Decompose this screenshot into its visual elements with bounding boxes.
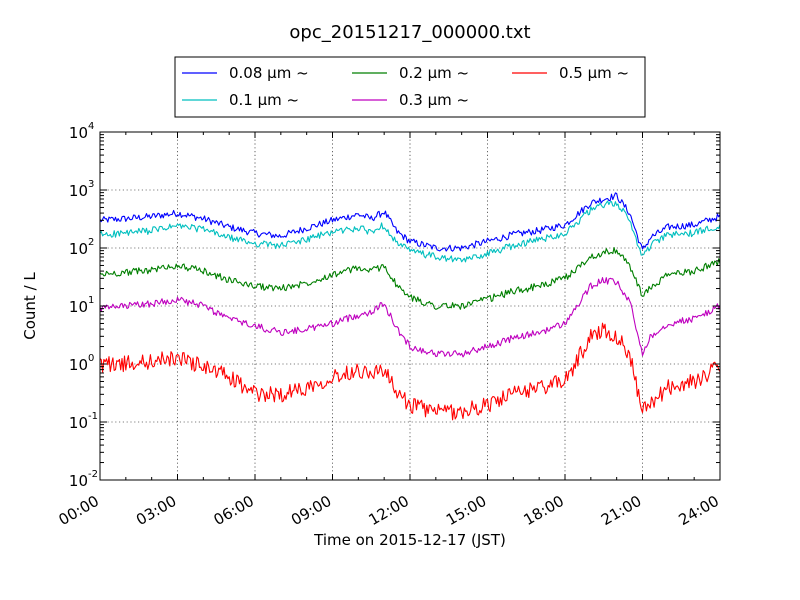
x-tick-label: 18:00 — [521, 492, 567, 529]
x-tick-label: 03:00 — [133, 492, 179, 529]
y-tick-label: 10 1 — [69, 295, 94, 316]
y-tick-base: 10 — [69, 124, 88, 142]
series-line-1 — [99, 200, 721, 263]
y-tick-label: 10 0 — [69, 353, 94, 374]
legend: 0.08 μm ~ 0.1 μm ~ 0.2 μm ~ 0.3 μm ~ 0.5 μm … — [174, 56, 646, 118]
y-tick-label: 10 2 — [69, 237, 94, 258]
y-tick-label: 10 -1 — [69, 411, 98, 432]
legend-entry: 0.1 μm ~ — [182, 91, 299, 109]
x-tick-label: 00:00 — [56, 492, 102, 529]
y-tick-base: 10 — [69, 356, 88, 374]
y-tick-label: 10 -2 — [69, 469, 98, 490]
x-tick-label: 06:00 — [211, 492, 257, 529]
x-tick-label: 21:00 — [598, 492, 644, 529]
y-tick-base: 10 — [69, 240, 88, 258]
series-line-3 — [99, 277, 721, 358]
y-tick-exponent: 0 — [88, 353, 94, 364]
y-tick-label: 10 3 — [69, 179, 94, 200]
series-line-2 — [99, 247, 721, 310]
legend-label: 0.3 μm ~ — [399, 91, 469, 109]
y-tick-exponent: 3 — [88, 179, 94, 190]
x-axis-label: Time on 2015-12-17 (JST) — [313, 531, 506, 549]
x-tick-label: 09:00 — [288, 492, 334, 529]
series-group — [99, 192, 721, 421]
y-tick-base: 10 — [69, 472, 88, 490]
legend-entry: 0.3 μm ~ — [352, 91, 469, 109]
y-tick-exponent: -2 — [88, 469, 98, 480]
y-tick-base: 10 — [69, 182, 88, 200]
legend-label: 0.1 μm ~ — [229, 91, 299, 109]
y-tick-exponent: 1 — [88, 295, 94, 306]
series-line-0 — [99, 192, 721, 252]
y-tick-exponent: -1 — [88, 411, 98, 422]
grid — [100, 132, 720, 480]
plot-frame — [99, 131, 721, 481]
x-tick-label: 12:00 — [366, 492, 412, 529]
x-tick-labels: 00:00 03:00 06:00 09:00 12:00 15:00 18:00 21:00… — [56, 492, 722, 529]
legend-label: 0.5 μm ~ — [559, 64, 629, 82]
y-tick-base: 10 — [69, 298, 88, 316]
chart-title: opc_20151217_000000.txt — [289, 22, 530, 43]
series-line-4 — [99, 322, 721, 421]
legend-entry: 0.5 μm ~ — [512, 64, 629, 82]
legend-label: 0.2 μm ~ — [399, 64, 469, 82]
legend-box — [174, 56, 646, 118]
axis-ticks — [99, 131, 721, 481]
x-tick-label: 24:00 — [676, 492, 722, 529]
legend-entry: 0.2 μm ~ — [352, 64, 469, 82]
y-tick-label: 10 4 — [69, 121, 94, 142]
y-tick-exponent: 4 — [88, 121, 94, 132]
y-axis-label: Count / L — [21, 272, 39, 340]
y-tick-base: 10 — [69, 414, 88, 432]
legend-label: 0.08 μm ~ — [229, 64, 309, 82]
legend-entry: 0.08 μm ~ — [182, 64, 309, 82]
y-tick-exponent: 2 — [88, 237, 94, 248]
x-tick-label: 15:00 — [443, 492, 489, 529]
